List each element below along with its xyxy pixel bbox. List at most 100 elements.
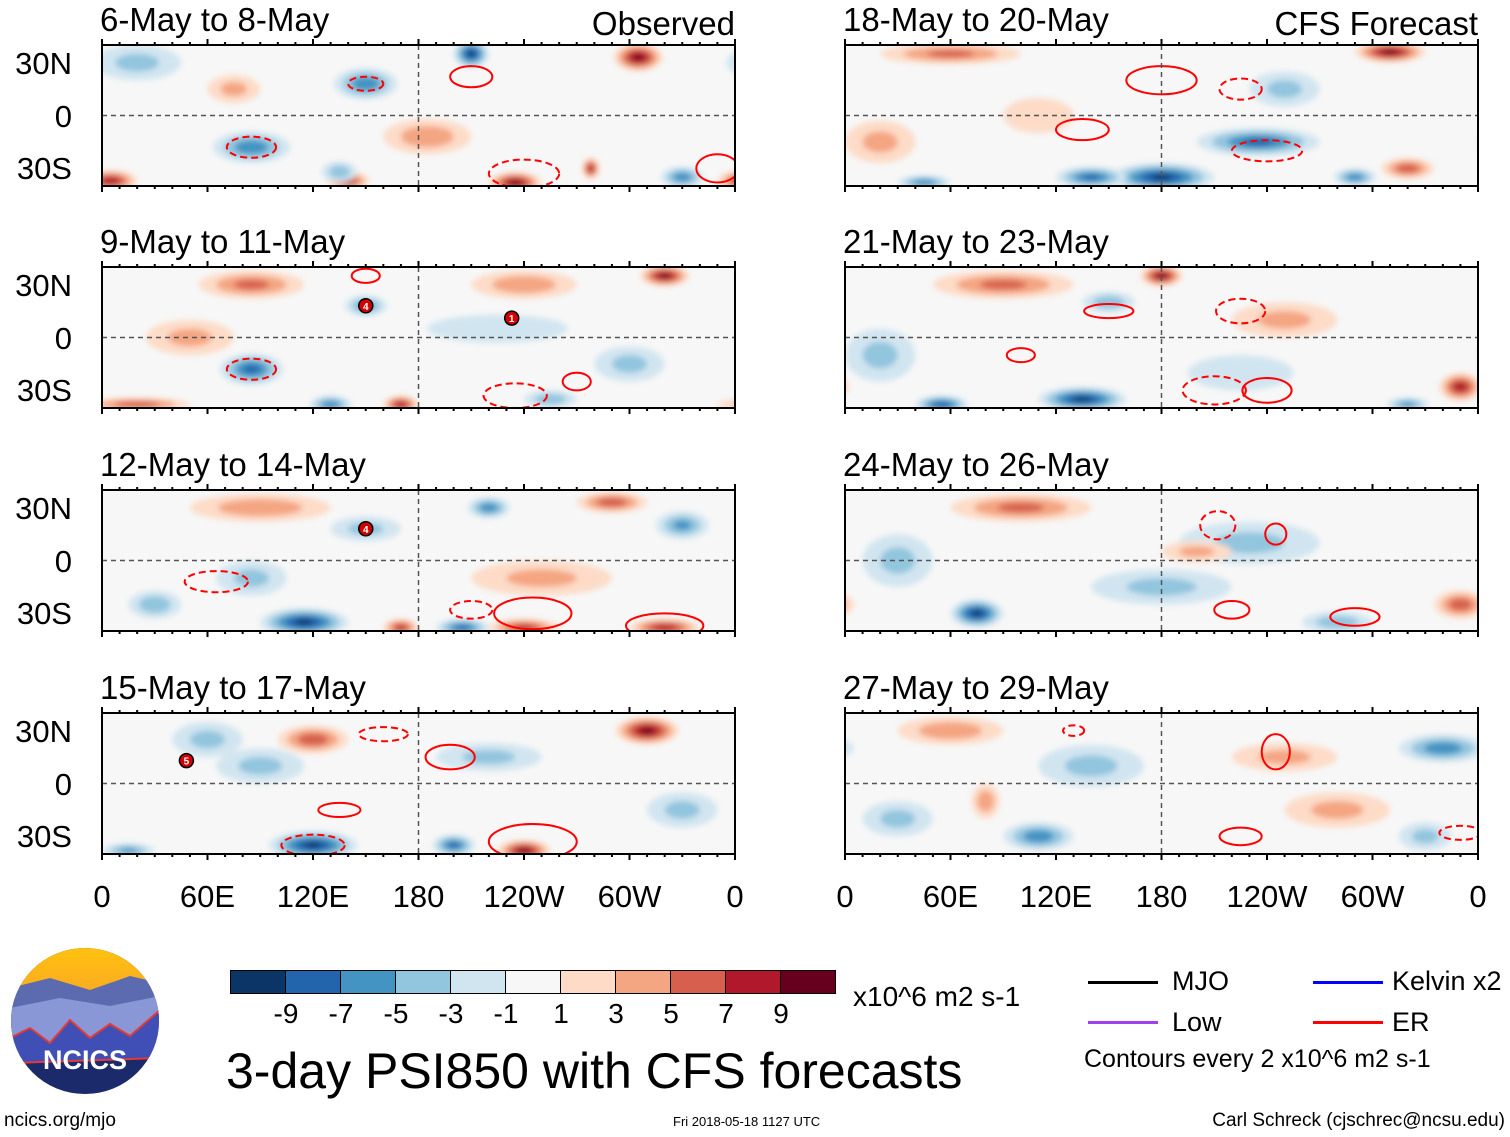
x-tick-label: 120W bbox=[1226, 879, 1308, 914]
anomaly-blob bbox=[534, 393, 567, 405]
er-contour bbox=[624, 612, 705, 631]
er-contours bbox=[225, 267, 592, 408]
legend-er-line bbox=[1313, 1021, 1383, 1024]
legend-mjo-label: MJO bbox=[1172, 966, 1229, 996]
anomaly-blob bbox=[845, 594, 854, 616]
er-contour bbox=[1199, 510, 1237, 541]
anomaly-blob bbox=[673, 520, 692, 530]
anomaly-blob bbox=[880, 547, 916, 574]
panel-title: 18-May to 20-May bbox=[843, 1, 1109, 38]
y-tick-label: 30S bbox=[16, 373, 72, 409]
anomaly-blob bbox=[328, 165, 350, 179]
anomaly-blob bbox=[119, 848, 138, 853]
colorbar-label: 1 bbox=[553, 998, 569, 1029]
anomaly-blob bbox=[673, 172, 692, 182]
anomaly-blob bbox=[659, 273, 670, 278]
y-tick-label: 30N bbox=[15, 45, 72, 81]
x-tick-label: 120E bbox=[276, 879, 350, 914]
x-tick-label: 120E bbox=[1019, 879, 1093, 914]
anomaly-blob bbox=[633, 54, 644, 61]
colorbar-label: 9 bbox=[773, 998, 789, 1029]
colorbar-label: -1 bbox=[493, 998, 519, 1029]
anomaly-blob bbox=[321, 400, 340, 408]
panel-title: 12-May to 14-May bbox=[100, 446, 366, 483]
anomaly-blob bbox=[238, 757, 283, 775]
anomaly-blob bbox=[462, 750, 516, 765]
y-tick-label: 30N bbox=[15, 490, 72, 526]
er-contour bbox=[1241, 377, 1293, 404]
anomaly-blob bbox=[862, 341, 898, 369]
anomaly-blob bbox=[115, 53, 160, 72]
er-contour bbox=[424, 743, 476, 771]
panel-title: 27-May to 29-May bbox=[843, 669, 1109, 706]
legend-kelvin-label: Kelvin x2 bbox=[1392, 966, 1502, 996]
anomaly-blob bbox=[138, 596, 171, 614]
anomaly-blob bbox=[297, 733, 329, 746]
anomaly-blob bbox=[233, 569, 270, 587]
anomaly-blob bbox=[1082, 174, 1100, 180]
anomaly-blob bbox=[1412, 829, 1439, 844]
anomaly-blob bbox=[971, 610, 983, 617]
er-contour bbox=[1181, 375, 1247, 406]
x-tick-label: 180 bbox=[392, 879, 445, 914]
anomaly-field bbox=[845, 267, 1478, 408]
anomaly-blob bbox=[1073, 396, 1092, 402]
er-contour bbox=[449, 65, 494, 89]
er-contour bbox=[1083, 303, 1135, 320]
anomaly-blob bbox=[880, 809, 916, 828]
anomaly-blob bbox=[448, 842, 459, 848]
anomaly-blob bbox=[304, 842, 322, 849]
er-contour bbox=[482, 382, 548, 408]
panel-source-label: Observed bbox=[591, 5, 735, 42]
x-tick-label: 180 bbox=[1135, 879, 1188, 914]
x-tick-label: 60W bbox=[1340, 879, 1405, 914]
anomaly-blob bbox=[233, 279, 270, 290]
anomaly-blob bbox=[396, 625, 406, 630]
anomaly-blob bbox=[467, 50, 475, 57]
anomaly-blob bbox=[479, 503, 498, 513]
er-contour bbox=[1055, 118, 1110, 142]
contour-note: Contours every 2 x10^6 m2 s-1 bbox=[1084, 1045, 1431, 1073]
panel-title: 21-May to 23-May bbox=[843, 223, 1109, 260]
map-panel: 41 bbox=[101, 261, 736, 414]
y-tick-label: 0 bbox=[54, 766, 72, 802]
anomaly-blob bbox=[1214, 532, 1285, 554]
anomaly-blob bbox=[979, 279, 1027, 290]
tropical-cyclone-icon: 4 bbox=[358, 521, 374, 537]
colorbar-label: -5 bbox=[383, 998, 409, 1029]
anomaly-blob bbox=[862, 131, 898, 153]
anomaly-field bbox=[102, 716, 718, 854]
colorbar-label: 5 bbox=[663, 998, 679, 1029]
er-contour bbox=[1329, 607, 1381, 627]
anomaly-blob bbox=[726, 52, 735, 74]
x-tick-label: 60E bbox=[922, 879, 979, 914]
colorbar-label: -3 bbox=[438, 998, 464, 1029]
author-credit: Carl Schreck (cjschrec@ncsu.edu) bbox=[1212, 1110, 1505, 1131]
er-contour bbox=[695, 153, 735, 184]
anomaly-blob bbox=[102, 177, 120, 185]
anomaly-blob bbox=[717, 399, 735, 408]
er-contour bbox=[1218, 77, 1263, 101]
anomaly-blob bbox=[640, 727, 654, 734]
anomaly-blob bbox=[587, 164, 594, 172]
x-tick-label: 120W bbox=[483, 879, 565, 914]
site-url[interactable]: ncics.org/mjo bbox=[4, 1110, 116, 1131]
y-tick-label: 0 bbox=[54, 543, 72, 579]
colorbar-swatch bbox=[726, 971, 781, 993]
y-tick-label: 30N bbox=[15, 267, 72, 303]
er-contours bbox=[1199, 510, 1381, 627]
anomaly-blob bbox=[1179, 546, 1215, 557]
er-contour bbox=[350, 267, 381, 284]
er-contour bbox=[317, 801, 362, 818]
anomaly-blob bbox=[189, 730, 226, 749]
colorbar bbox=[230, 970, 836, 994]
x-tick-label: 0 bbox=[1469, 879, 1487, 914]
tropical-cyclone-icon: 5 bbox=[178, 752, 195, 769]
colorbar-swatch bbox=[341, 971, 396, 993]
colorbar-label: 7 bbox=[718, 998, 734, 1029]
units-label: x10^6 m2 s-1 bbox=[853, 981, 1021, 1012]
panel-title: 15-May to 17-May bbox=[100, 669, 366, 706]
colorbar-swatch bbox=[781, 971, 835, 993]
y-tick-label: 30N bbox=[15, 713, 72, 749]
